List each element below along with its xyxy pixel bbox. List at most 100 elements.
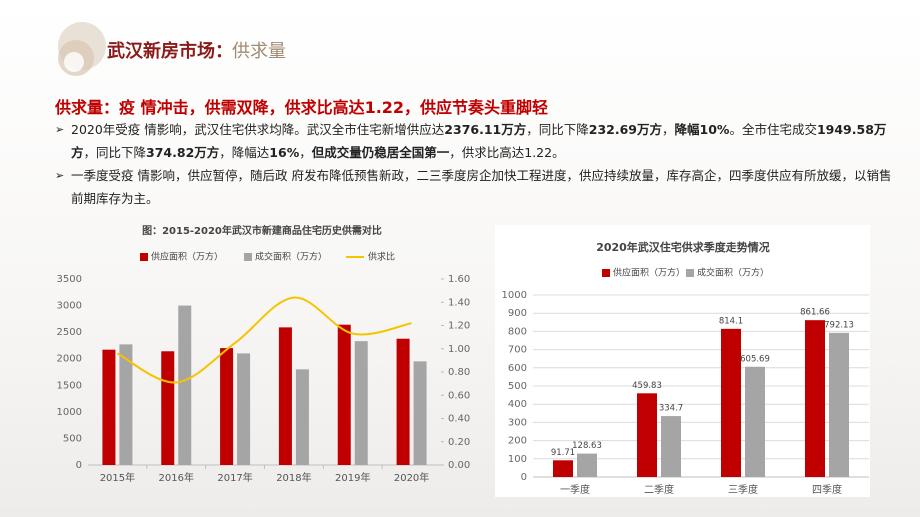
- bar: [637, 393, 657, 477]
- x-tick-label: 2019年: [335, 471, 370, 484]
- value-label: 605.69: [740, 354, 770, 364]
- y-tick-label: 500: [508, 381, 527, 392]
- bar: [577, 453, 597, 477]
- legend-label: 供应面积（万方）: [151, 251, 223, 263]
- y-tick-label: 1000: [57, 407, 82, 418]
- x-tick-label: 一季度: [560, 483, 590, 496]
- legend-swatch: [686, 269, 694, 277]
- bullet-run: 16%: [269, 145, 300, 160]
- x-tick-label: 2020年: [394, 471, 429, 484]
- legend-label: 成交面积（万方）: [255, 251, 327, 263]
- bar: [745, 366, 765, 477]
- y-tick-label: 2500: [57, 327, 82, 338]
- bar: [337, 324, 351, 465]
- bullet-run: 。全市住宅成交: [729, 122, 817, 137]
- bar: [721, 328, 741, 477]
- y-tick-label: 1000: [502, 290, 527, 301]
- y-tick-label: 1500: [57, 380, 82, 391]
- x-tick-label: 四季度: [812, 483, 842, 496]
- bar: [220, 348, 234, 465]
- y-tick-label: 200: [508, 436, 527, 447]
- y2-tick-label: 0.00: [448, 460, 470, 471]
- legend-label: 供应面积（万方）: [613, 267, 685, 279]
- title-sub: 供求量: [232, 41, 286, 62]
- bar: [354, 341, 368, 465]
- headline: 供求量：疫 情冲击，供需双降，供求比高达1.22，供应节奏头重脚轻: [55, 98, 549, 117]
- bullet-run: ，同比下降: [526, 122, 589, 137]
- y-tick-label: 2000: [57, 354, 82, 365]
- x-tick-label: 二季度: [644, 483, 674, 496]
- bar: [102, 349, 116, 465]
- y2-tick-label: 1.00: [448, 344, 470, 355]
- bullet: 2020年受疫 情影响，武汉住宅供求均降。武汉全市住宅新增供应达2376.11万…: [55, 118, 895, 164]
- bar: [295, 369, 309, 465]
- value-label: 334.7: [659, 404, 683, 414]
- bullet-run: ，供求比高达1.22。: [449, 145, 565, 160]
- y-tick-label: 100: [508, 454, 527, 465]
- y-tick-label: 0: [76, 460, 82, 471]
- bar: [413, 361, 427, 465]
- x-tick-label: 2017年: [217, 471, 252, 484]
- y-tick-label: 3500: [57, 274, 82, 285]
- bullet-run: 2020年受疫 情影响，武汉住宅供求均降。武汉全市住宅新增供应达: [71, 122, 445, 137]
- value-label: 861.66: [800, 308, 830, 318]
- bullet-run: ，降幅达: [219, 145, 270, 160]
- legend-label: 供求比: [368, 251, 395, 263]
- y-tick-label: 900: [508, 308, 527, 319]
- bullet-run: 一季度受疫 情影响，供应暂停，随后政 府发布降低预售新政，二三季度房企加快工程进…: [71, 168, 892, 206]
- bar: [237, 353, 251, 465]
- y2-tick-label: 0.80: [448, 367, 470, 378]
- bar: [553, 460, 573, 477]
- bullets: 2020年受疫 情影响，武汉住宅供求均降。武汉全市住宅新增供应达2376.11万…: [55, 118, 895, 210]
- bar: [161, 351, 175, 465]
- y2-tick-label: 0.20: [448, 437, 470, 448]
- bar: [119, 344, 133, 465]
- y2-tick-label: 0.40: [448, 414, 470, 425]
- series-line: [116, 296, 412, 384]
- bullet-run: ，: [299, 145, 312, 160]
- bullet: 一季度受疫 情影响，供应暂停，随后政 府发布降低预售新政，二三季度房企加快工程进…: [55, 164, 895, 210]
- bullet-run: 374.82万方: [146, 145, 220, 160]
- chart-title: 图：2015-2020年武汉市新建商品住宅历史供需对比: [142, 224, 382, 237]
- bullet-run: 1949.58万方: [71, 122, 887, 160]
- y-tick-label: 700: [508, 345, 527, 356]
- y-tick-label: 0: [521, 472, 527, 483]
- value-label: 814.1: [719, 316, 743, 326]
- bar: [278, 327, 292, 465]
- bar: [661, 416, 681, 477]
- y2-tick-label: 1.20: [448, 321, 470, 332]
- value-label: 792.13: [824, 320, 854, 330]
- bullet-run: 但成交量仍稳居全国第一: [311, 145, 450, 160]
- y-tick-label: 500: [63, 433, 82, 444]
- title-main: 武汉新房市场：: [107, 40, 233, 62]
- x-tick-label: 2015年: [100, 471, 135, 484]
- value-label: 128.63: [572, 441, 602, 451]
- y-tick-label: 3000: [57, 301, 82, 312]
- bar: [396, 338, 410, 465]
- y2-tick-label: 1.60: [448, 274, 470, 285]
- y-tick-label: 600: [508, 363, 527, 374]
- legend-swatch: [140, 253, 148, 261]
- y-tick-label: 800: [508, 326, 527, 337]
- legend-label: 成交面积（万方）: [697, 267, 769, 279]
- y2-tick-label: 1.40: [448, 297, 470, 308]
- bar: [829, 332, 849, 477]
- x-tick-label: 三季度: [728, 483, 758, 496]
- y-tick-label: 300: [508, 417, 527, 428]
- bar: [178, 305, 192, 465]
- bullet-run: ，同比下降: [83, 145, 147, 160]
- bar: [805, 320, 825, 477]
- bullet-run: ，: [662, 122, 675, 137]
- legend-swatch: [244, 253, 252, 261]
- chart-title: 2020年武汉住宅供求季度走势情况: [596, 240, 770, 254]
- x-tick-label: 2016年: [159, 471, 194, 484]
- bullet-run: 降幅10%: [674, 122, 730, 137]
- bullet-run: 232.69万方: [588, 122, 662, 137]
- y2-tick-label: 0.60: [448, 390, 470, 401]
- decor: [64, 52, 84, 72]
- value-label: 459.83: [632, 381, 662, 391]
- bullet-run: 2376.11万方: [444, 122, 527, 137]
- y-tick-label: 400: [508, 399, 527, 410]
